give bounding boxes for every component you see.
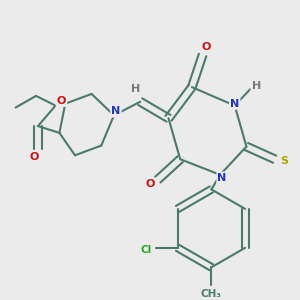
- Text: N: N: [230, 99, 239, 109]
- Text: N: N: [111, 106, 121, 116]
- Text: H: H: [251, 81, 261, 91]
- Text: S: S: [280, 156, 288, 166]
- Text: O: O: [202, 42, 211, 52]
- Text: O: O: [145, 178, 155, 188]
- Text: H: H: [131, 84, 140, 94]
- Text: CH₃: CH₃: [201, 289, 222, 298]
- Text: Cl: Cl: [141, 245, 152, 255]
- Text: N: N: [218, 173, 227, 183]
- Text: O: O: [29, 152, 39, 162]
- Text: O: O: [57, 96, 66, 106]
